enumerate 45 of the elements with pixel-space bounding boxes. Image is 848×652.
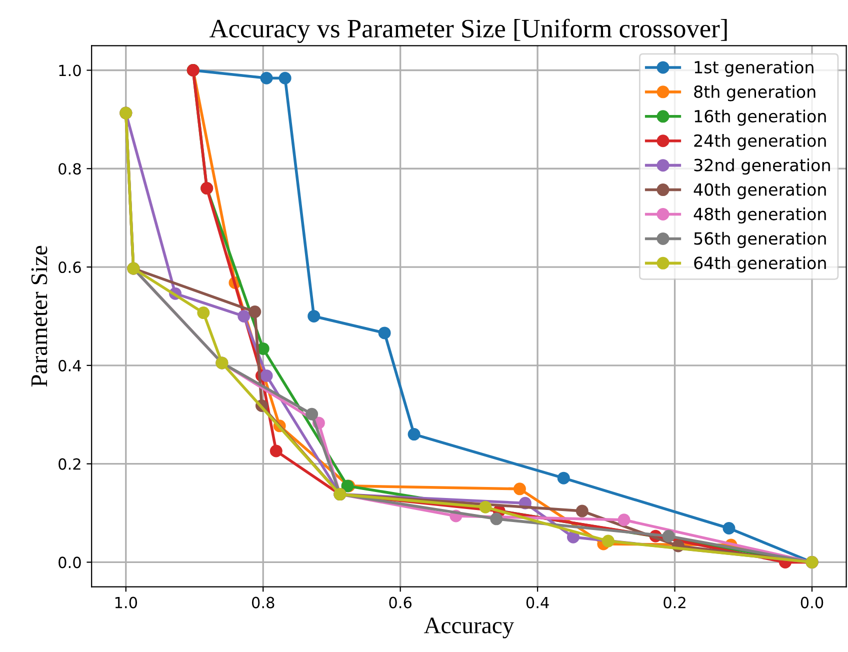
point — [566, 530, 580, 544]
y-tick-label: 0.0 — [58, 556, 81, 568]
x-tick-label: 0.4 — [526, 596, 549, 608]
x-axis-title: Accuracy — [424, 618, 514, 638]
point — [260, 369, 273, 382]
point — [308, 310, 320, 322]
legend-label: 16th generation — [694, 110, 826, 126]
legend-label: 64th generation — [694, 256, 826, 272]
point — [513, 482, 526, 496]
legend-label: 32nd generation — [694, 158, 830, 175]
point — [602, 534, 614, 548]
x-tick-label: 0.0 — [800, 596, 824, 608]
legend-label: 1st generation — [694, 60, 814, 77]
point — [557, 472, 570, 484]
y-tick-label: 0.2 — [58, 458, 80, 470]
legend-label: 8th generation — [694, 85, 816, 102]
point — [618, 514, 630, 526]
legend-label: 56th generation — [694, 232, 826, 248]
x-tick-label: 0.2 — [664, 596, 686, 608]
legend-label: 40th generation — [694, 182, 826, 200]
x-tick-label: 1.0 — [115, 596, 138, 608]
point — [278, 72, 292, 84]
y-tick-label: 0.8 — [58, 163, 81, 175]
point — [722, 522, 736, 535]
point — [378, 326, 391, 340]
y-tick-label: 0.6 — [58, 261, 81, 274]
point — [197, 306, 210, 320]
y-tick-label: 1.0 — [59, 64, 81, 76]
point — [408, 428, 420, 441]
point — [490, 512, 503, 526]
legend-label: 48th generation — [694, 207, 826, 224]
legend-label: 24th generation — [694, 134, 826, 150]
y-axis-title: Parameter Size — [31, 246, 48, 387]
chart-title: Accuracy vs Parameter Size [Uniform crossover] — [209, 18, 727, 43]
x-tick-label: 0.8 — [252, 596, 274, 608]
point — [260, 72, 273, 84]
point — [662, 530, 675, 542]
point — [306, 408, 318, 420]
x-tick-label: 0.6 — [389, 596, 412, 608]
point — [576, 504, 588, 518]
y-tick-label: 0.4 — [58, 360, 82, 372]
point — [479, 500, 492, 514]
point — [238, 310, 250, 322]
point — [248, 306, 262, 318]
point — [270, 444, 282, 458]
